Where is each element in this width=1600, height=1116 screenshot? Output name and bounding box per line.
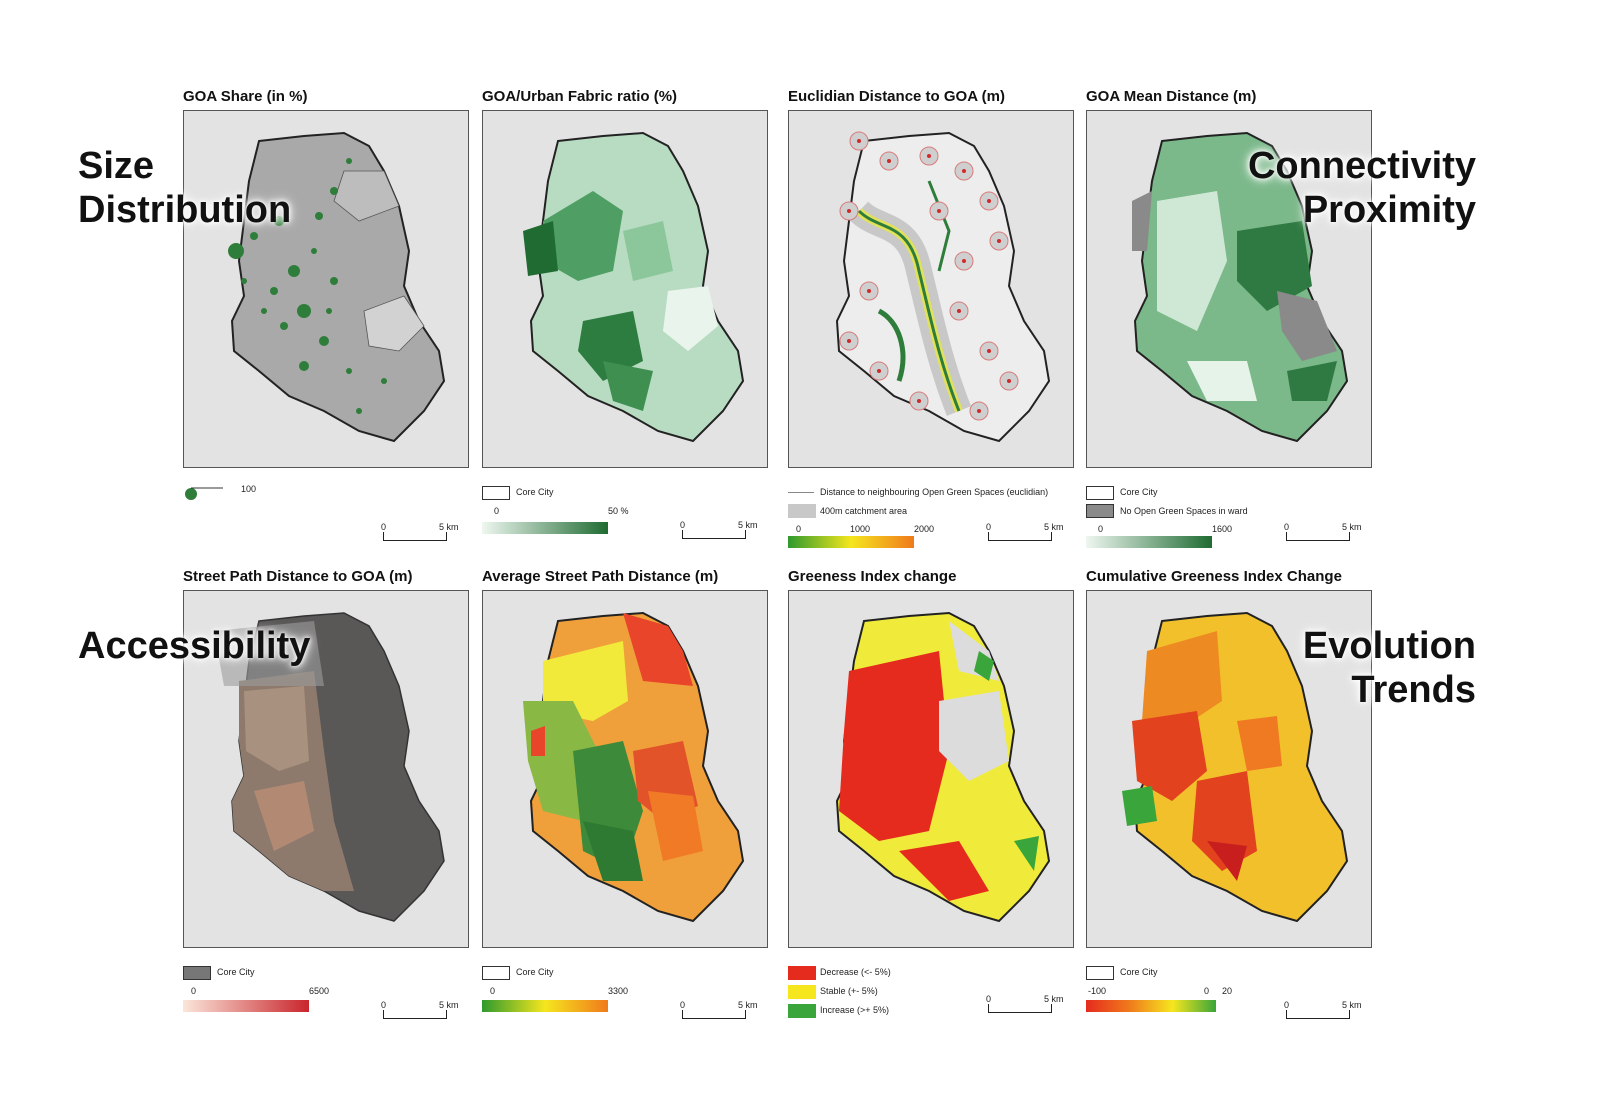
map-greeness-change <box>788 590 1074 948</box>
overlay-evolution-trends: Evolution Trends <box>1302 625 1476 711</box>
core-city-swatch <box>183 966 211 980</box>
goa-bubble <box>261 308 267 314</box>
panel-title: Average Street Path Distance (m) <box>482 568 719 585</box>
map-street-path-distance <box>183 590 469 948</box>
color-ramp <box>788 536 914 548</box>
overlay-size-distribution: Size Distribution <box>78 145 292 231</box>
goa-bubbles <box>228 158 387 414</box>
core-city-swatch <box>1086 966 1114 980</box>
goa-bubble <box>250 232 258 240</box>
goa-bubble <box>228 243 244 259</box>
scale-bar <box>1286 1010 1350 1019</box>
panel-title: Euclidian Distance to GOA (m) <box>788 88 1005 105</box>
green-space-point <box>987 199 991 203</box>
color-ramp <box>183 1000 309 1012</box>
bubble-legend-value: 100 <box>241 484 257 494</box>
map-cumulative-greeness <box>1086 590 1372 948</box>
green-space-point <box>887 159 891 163</box>
goa-bubble <box>346 368 352 374</box>
green-space-point <box>867 289 871 293</box>
green-space-point <box>977 409 981 413</box>
green-space-point <box>877 369 881 373</box>
map-euclidian-distance <box>788 110 1074 468</box>
green-space-point <box>987 349 991 353</box>
map-goa-mean-distance <box>1086 110 1372 468</box>
goa-bubble <box>297 304 311 318</box>
scale-bar <box>682 530 746 539</box>
green-space-point <box>957 309 961 313</box>
panel-title: Street Path Distance to GOA (m) <box>183 568 413 585</box>
green-space-point <box>1007 379 1011 383</box>
goa-bubble <box>311 248 317 254</box>
goa-bubble <box>356 408 362 414</box>
color-ramp <box>482 522 608 534</box>
goa-bubble <box>280 322 288 330</box>
goa-bubble <box>326 308 332 314</box>
goa-bubble <box>330 277 338 285</box>
color-ramp <box>1086 1000 1216 1012</box>
map-average-street-path <box>482 590 768 948</box>
green-space-point <box>917 399 921 403</box>
green-space-point <box>937 209 941 213</box>
green-space-point <box>962 169 966 173</box>
increase-swatch <box>788 1004 816 1018</box>
no-green-space-swatch <box>1086 504 1114 518</box>
green-space-point <box>847 339 851 343</box>
goa-bubble <box>241 278 247 284</box>
goa-bubble <box>346 158 352 164</box>
scale-bar <box>988 1004 1052 1013</box>
scale-bar <box>988 532 1052 541</box>
panel-title: GOA Share (in %) <box>183 88 308 105</box>
goa-bubble <box>270 287 278 295</box>
overlay-accessibility: Accessibility <box>78 625 311 667</box>
bubble-legend-icon <box>185 488 197 500</box>
panel-title: GOA Mean Distance (m) <box>1086 88 1257 105</box>
goa-bubble <box>381 378 387 384</box>
color-ramp <box>1086 536 1212 548</box>
goa-bubble <box>288 265 300 277</box>
scale-bar <box>383 532 447 541</box>
overlay-connectivity-proximity: Connectivity Proximity <box>1247 145 1476 231</box>
goa-bubble <box>299 361 309 371</box>
distance-line-swatch <box>788 492 814 493</box>
goa-bubble <box>330 187 338 195</box>
green-space-point <box>962 259 966 263</box>
goa-bubble <box>319 336 329 346</box>
catchment-swatch <box>788 504 816 518</box>
goa-bubble <box>315 212 323 220</box>
panel-title: Greeness Index change <box>788 568 957 585</box>
green-space-point <box>997 239 1001 243</box>
catchment-dots <box>839 131 1019 421</box>
core-city-swatch <box>482 966 510 980</box>
color-ramp <box>482 1000 608 1012</box>
green-space-point <box>847 209 851 213</box>
stable-swatch <box>788 985 816 999</box>
goa-bubble <box>274 216 284 226</box>
green-space-point <box>857 139 861 143</box>
scale-bar <box>682 1010 746 1019</box>
panel-title: Cumulative Greeness Index Change <box>1086 568 1342 585</box>
green-space-point <box>927 154 931 158</box>
map-goa-urban-ratio <box>482 110 768 468</box>
decrease-swatch <box>788 966 816 980</box>
core-city-swatch <box>1086 486 1114 500</box>
panel-title: GOA/Urban Fabric ratio (%) <box>482 88 678 105</box>
map-goa-share <box>183 110 469 468</box>
core-city-swatch <box>482 486 510 500</box>
scale-bar <box>383 1010 447 1019</box>
scale-bar <box>1286 532 1350 541</box>
